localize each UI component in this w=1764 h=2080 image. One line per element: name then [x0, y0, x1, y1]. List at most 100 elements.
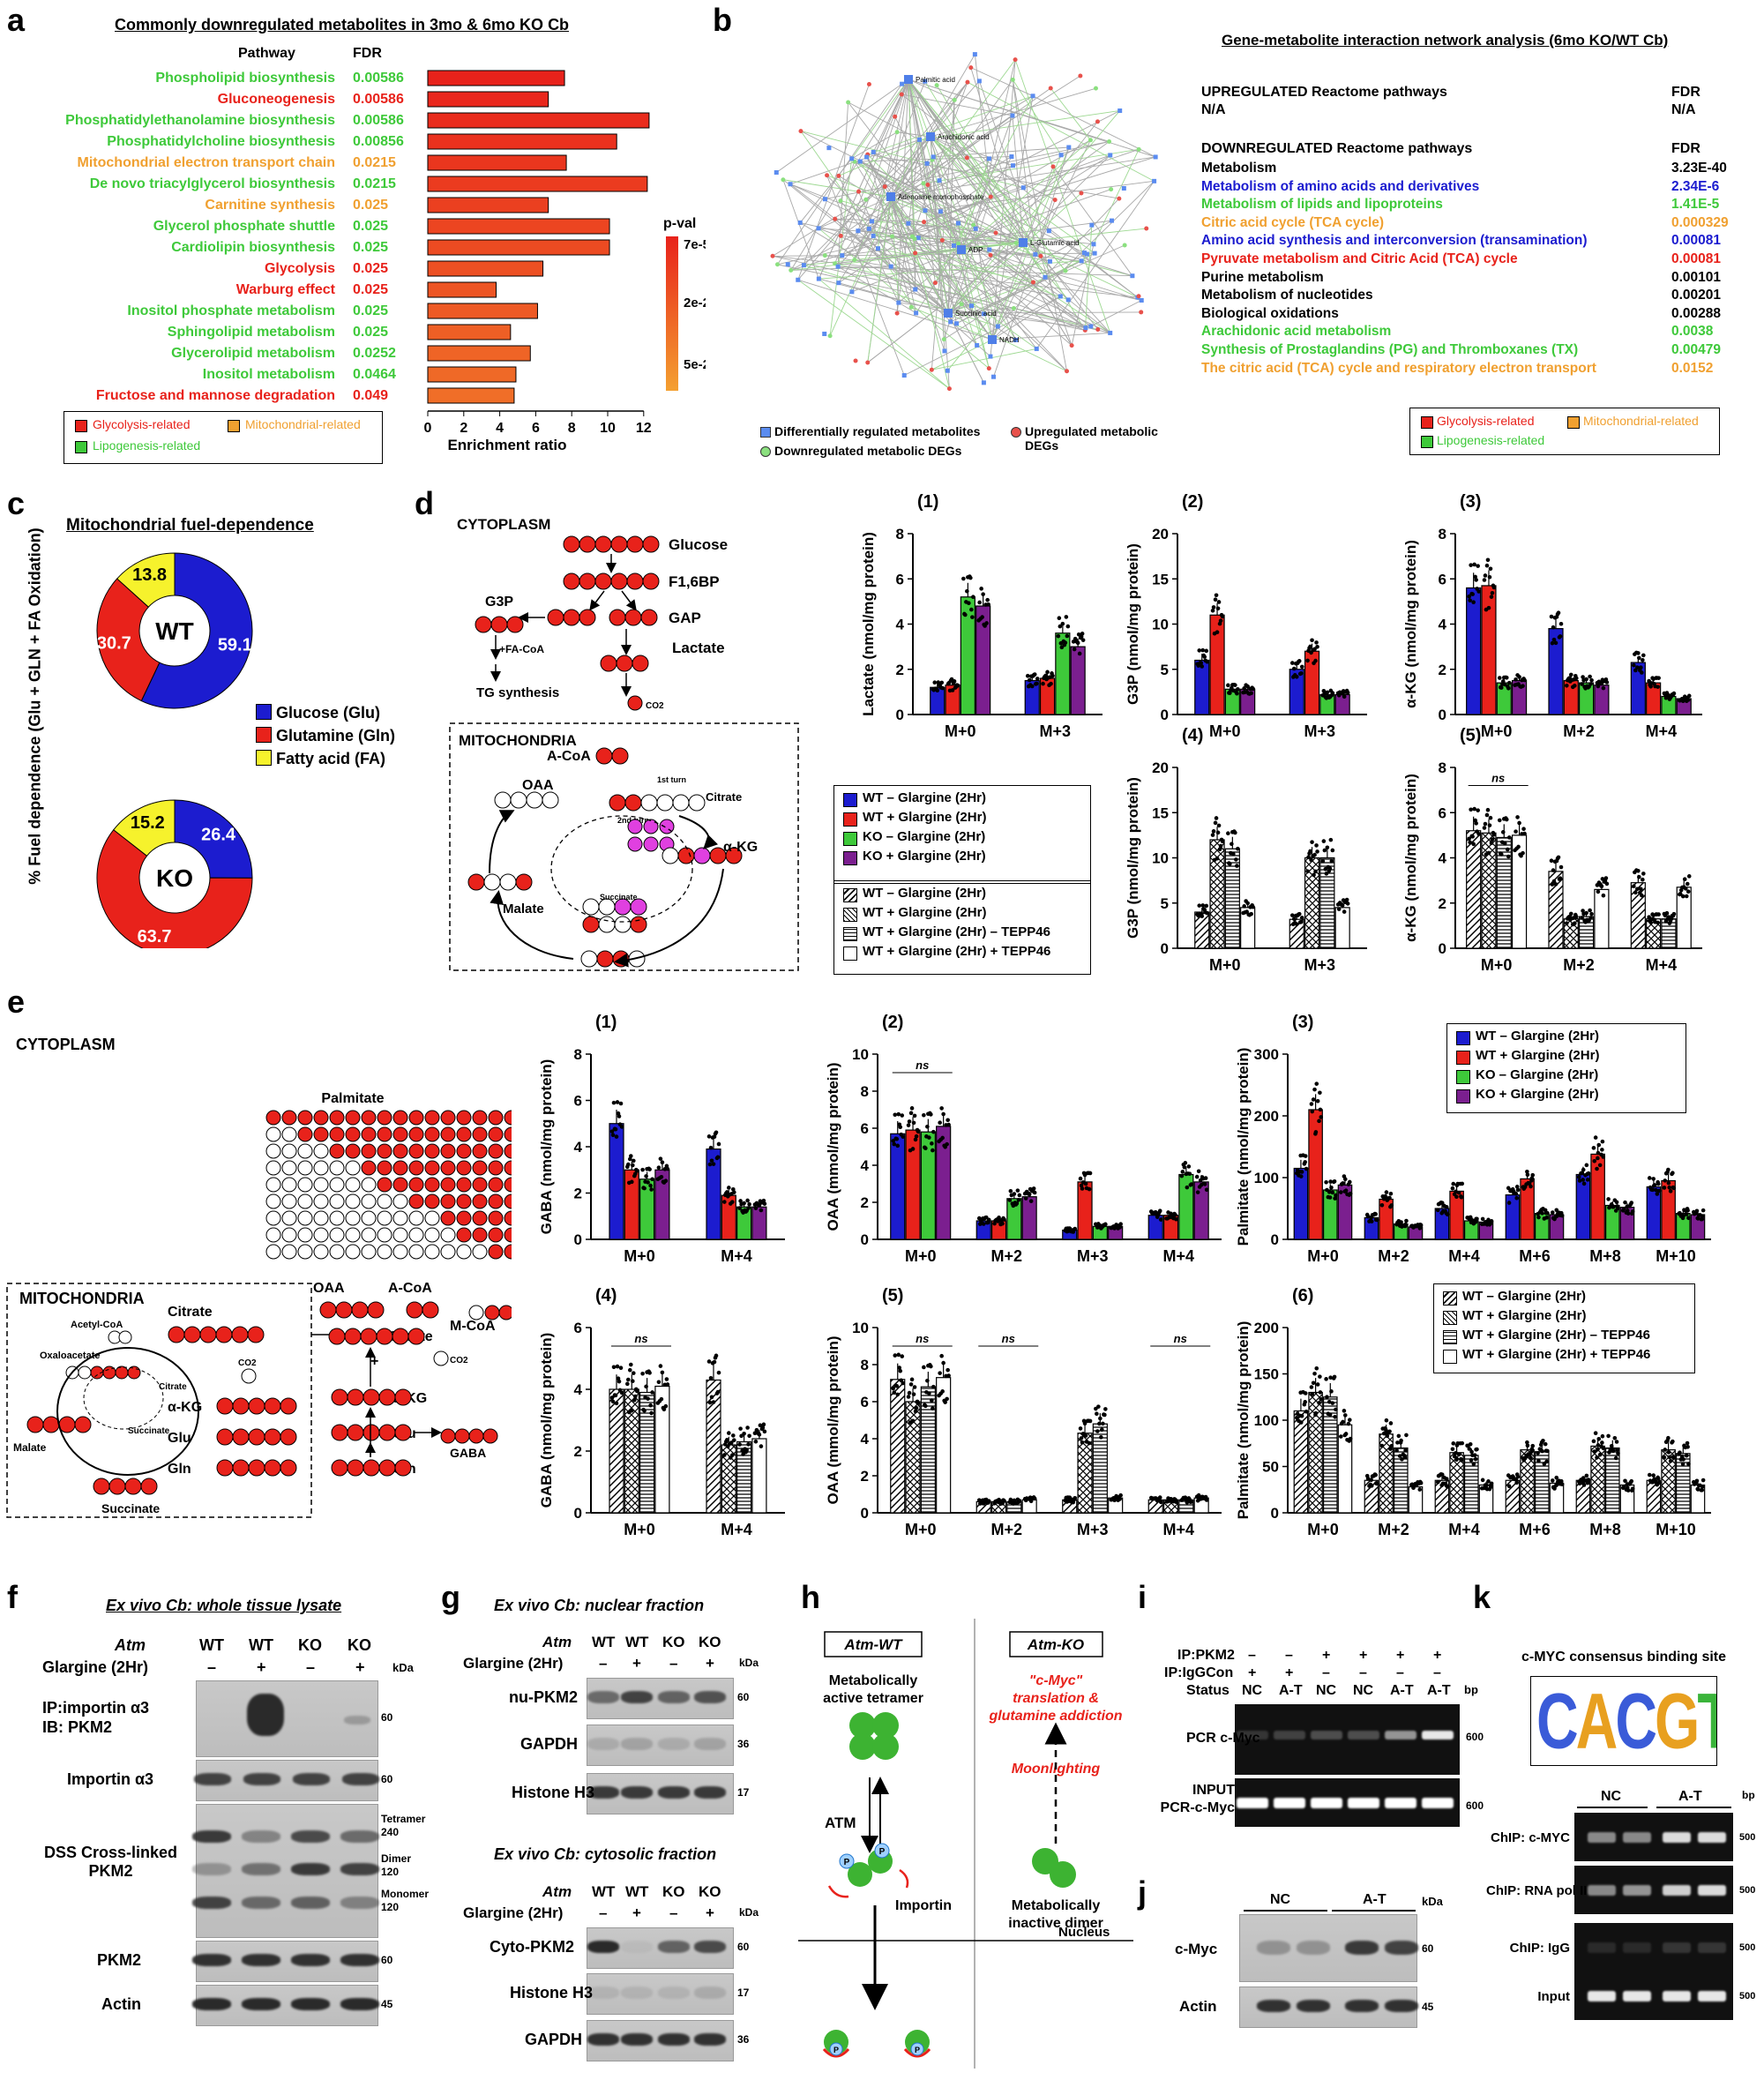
data-point	[899, 1378, 904, 1383]
network-edge	[1052, 166, 1133, 276]
carbon-atom	[281, 1227, 297, 1243]
panel-b-title: Gene-metabolite interaction network anal…	[1222, 32, 1669, 49]
y-tick-label: 5	[1161, 662, 1169, 678]
data-point	[1289, 661, 1295, 665]
carbon-atom	[498, 1305, 512, 1321]
hub-label: Adenosine monophosphate	[898, 193, 984, 201]
data-point	[714, 1156, 720, 1161]
data-point	[1468, 598, 1472, 602]
data-point	[1200, 647, 1206, 653]
diagram-label: Citrate	[168, 1305, 213, 1320]
data-point	[1333, 1414, 1337, 1419]
chart-subtitle: (1)	[917, 492, 938, 512]
deg-node	[1088, 138, 1093, 143]
fdr-value: 0.00586	[353, 113, 404, 128]
g-genotype: KO	[699, 1883, 721, 1900]
metabolite-node	[835, 264, 841, 269]
deg-node	[1109, 187, 1114, 192]
network-edge	[930, 136, 1056, 200]
data-point	[1580, 682, 1584, 686]
pathway-label: Inositol metabolism	[203, 367, 335, 382]
data-point	[1700, 1487, 1705, 1493]
network-edge	[790, 158, 990, 271]
legend-label: WT + Glargine (2Hr) + TEPP46	[863, 944, 1051, 959]
data-point	[1650, 676, 1655, 680]
carbon-atom	[488, 1193, 504, 1209]
network-edge	[911, 236, 993, 340]
data-point	[1473, 574, 1477, 580]
diagram-label: Oxaloacetate	[40, 1351, 100, 1361]
data-point	[1656, 1480, 1662, 1485]
data-point	[978, 1218, 983, 1223]
data-point	[1079, 1436, 1084, 1440]
y-tick-label: 4	[896, 617, 905, 633]
data-point	[658, 1156, 663, 1161]
data-point	[1050, 673, 1055, 678]
data-point	[1299, 1170, 1304, 1174]
data-point	[1327, 1412, 1333, 1417]
data-point	[1369, 1478, 1373, 1483]
data-point	[1474, 578, 1478, 582]
data-point	[1519, 685, 1523, 689]
data-point	[1653, 919, 1657, 924]
f-kda-label: kDa	[392, 1661, 414, 1674]
carbon-atom	[392, 1244, 408, 1260]
data-point	[1342, 1413, 1348, 1418]
data-point	[1514, 829, 1518, 834]
data-point	[1514, 1195, 1519, 1201]
data-point	[761, 1422, 766, 1427]
network-edge	[974, 54, 991, 198]
b-legend-mito-swatch	[1567, 416, 1580, 429]
data-point	[1373, 1212, 1378, 1216]
carbon-atom	[329, 1143, 345, 1159]
data-point	[1327, 869, 1332, 873]
carbon-atom	[281, 1244, 297, 1260]
i-ip-sign: +	[1396, 1648, 1405, 1663]
data-point	[1459, 1456, 1463, 1462]
carbon-atom	[265, 1177, 281, 1193]
data-point	[1030, 1188, 1035, 1193]
g-nuclear-label: nu-PKM2	[509, 1688, 578, 1706]
g-sign: –	[599, 1655, 608, 1672]
panel-label-g: g	[441, 1579, 460, 1615]
data-point	[1236, 846, 1240, 851]
enrichment-bar	[427, 154, 567, 171]
metabolite-node	[849, 156, 855, 161]
network-edge	[960, 303, 1016, 340]
g-nuclear-band	[694, 1786, 726, 1799]
data-point	[909, 1377, 915, 1382]
data-point	[1601, 893, 1606, 898]
data-point	[1033, 682, 1038, 686]
metabolite-node	[856, 228, 861, 234]
carbon-atom	[472, 1193, 488, 1209]
data-point	[631, 1379, 635, 1384]
data-point	[1601, 685, 1606, 691]
data-point	[1314, 843, 1319, 848]
data-point	[1613, 1455, 1618, 1461]
deg-node	[838, 198, 843, 204]
carbon-atom	[630, 898, 647, 916]
data-point	[1684, 1212, 1689, 1216]
f-dss-band	[192, 1863, 231, 1875]
data-point	[1401, 1452, 1406, 1457]
data-point	[1555, 1480, 1560, 1485]
f-importin-label: Importin α3	[67, 1770, 154, 1788]
data-point	[984, 1220, 990, 1225]
x-tick-label: M+0	[1209, 722, 1241, 740]
data-point	[893, 1112, 898, 1118]
data-point	[1580, 916, 1584, 920]
network-edge	[911, 236, 950, 389]
i-marker: 600	[1466, 1799, 1484, 1812]
data-bar	[1308, 1109, 1323, 1240]
data-point	[650, 1177, 654, 1182]
x-tick-label: M+4	[721, 1247, 752, 1265]
data-point	[1630, 1486, 1635, 1491]
wt-donut-value: 30.7	[97, 634, 131, 654]
carbon-atom	[345, 1110, 361, 1126]
carbon-atom	[440, 1143, 456, 1159]
network-edge	[947, 192, 1082, 314]
deg-node	[939, 237, 945, 243]
data-point	[1095, 1411, 1099, 1417]
y-tick-label: 4	[574, 1139, 583, 1156]
network-edge	[1013, 110, 1120, 167]
